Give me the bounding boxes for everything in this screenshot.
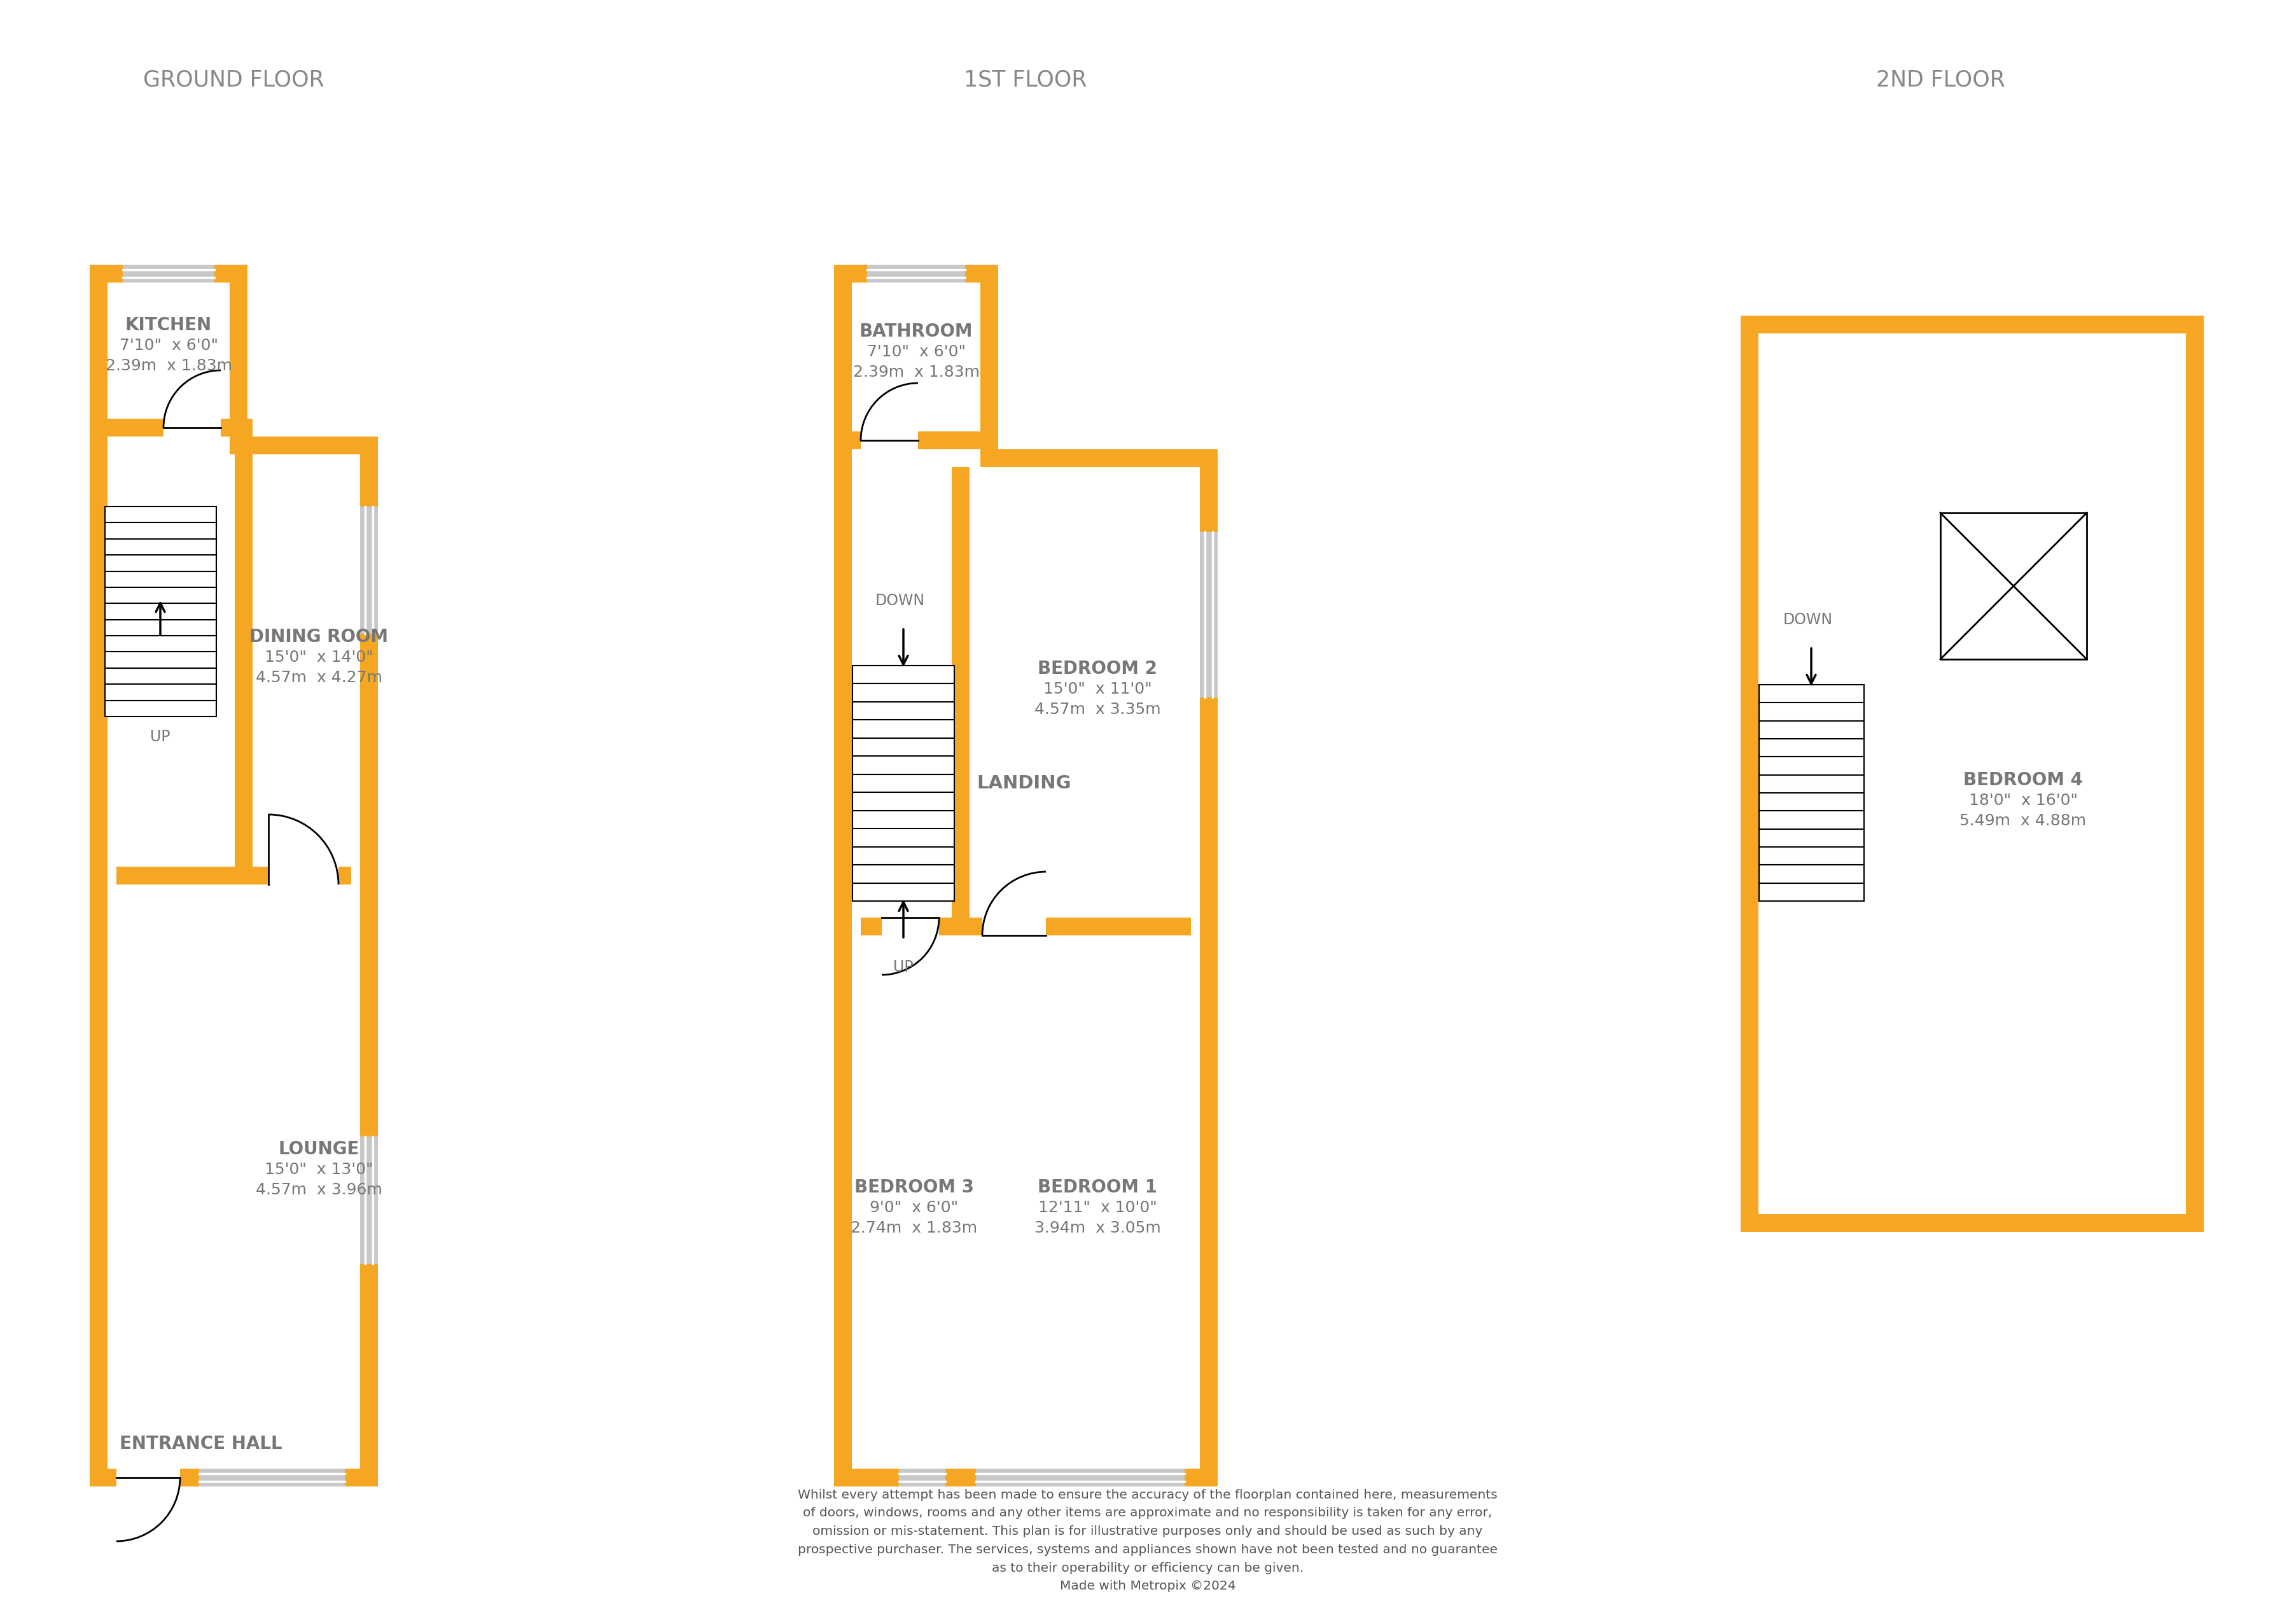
Text: 4.57m  x 3.35m: 4.57m x 3.35m (1033, 701, 1159, 717)
Text: 18'0"  x 16'0": 18'0" x 16'0" (1968, 792, 2078, 809)
Bar (953, 467, 969, 927)
Bar (1940, 512, 2087, 660)
Text: BATHROOM: BATHROOM (859, 323, 974, 341)
Bar (882, 917, 939, 935)
Text: 7'10"  x 6'0": 7'10" x 6'0" (119, 338, 218, 354)
Text: DOWN: DOWN (875, 592, 925, 608)
Text: 4.57m  x 3.96m: 4.57m x 3.96m (255, 1182, 381, 1198)
Bar (117, 1468, 179, 1486)
Text: 4.57m  x 4.27m: 4.57m x 4.27m (255, 671, 381, 685)
Text: 12'11"  x 10'0": 12'11" x 10'0" (1038, 1201, 1157, 1215)
Bar (1768, 333, 2177, 1214)
Bar (230, 264, 248, 437)
Bar (99, 419, 239, 437)
Text: 1ST FLOOR: 1ST FLOOR (964, 69, 1086, 91)
Bar (90, 264, 108, 437)
Bar (269, 866, 338, 884)
Bar (1750, 1214, 2195, 1231)
Text: DINING ROOM: DINING ROOM (250, 628, 388, 645)
Bar (99, 1468, 370, 1486)
Bar (1201, 532, 1217, 698)
Text: 2.39m  x 1.83m: 2.39m x 1.83m (106, 359, 232, 373)
Bar (117, 282, 220, 419)
Text: LANDING: LANDING (976, 775, 1070, 792)
Bar (852, 666, 955, 901)
Text: BEDROOM 1: BEDROOM 1 (1038, 1178, 1157, 1196)
Text: 9'0"  x 6'0": 9'0" x 6'0" (870, 1201, 957, 1215)
Bar (833, 264, 852, 450)
Bar (360, 1137, 379, 1263)
Text: 7'10"  x 6'0": 7'10" x 6'0" (868, 344, 964, 360)
Text: BEDROOM 2: BEDROOM 2 (1038, 660, 1157, 677)
Bar (861, 467, 1192, 1468)
Text: KITCHEN: KITCHEN (126, 317, 211, 335)
Bar (106, 506, 216, 717)
Text: 2.74m  x 1.83m: 2.74m x 1.83m (852, 1220, 978, 1236)
Bar (861, 282, 971, 431)
Text: BEDROOM 4: BEDROOM 4 (1963, 772, 2082, 789)
Bar (90, 437, 108, 1486)
Bar (1201, 450, 1217, 1486)
Bar (1740, 315, 1759, 1231)
Text: 3.94m  x 3.05m: 3.94m x 3.05m (1033, 1220, 1162, 1236)
Text: Day & Co: Day & Co (863, 807, 1189, 868)
Bar (1750, 315, 2195, 333)
Bar (1759, 685, 1864, 901)
Bar (122, 264, 214, 282)
Text: 2ND FLOOR: 2ND FLOOR (1876, 69, 2004, 91)
Bar (843, 264, 990, 282)
Bar (980, 450, 1208, 467)
Text: DOWN: DOWN (1784, 612, 1832, 628)
Bar (833, 450, 852, 1486)
Text: UP: UP (149, 728, 170, 744)
Bar (163, 419, 220, 437)
Bar (843, 431, 990, 450)
Bar (200, 1468, 344, 1486)
Bar (360, 437, 379, 1486)
Bar (234, 419, 253, 884)
Bar (106, 506, 216, 717)
Text: Whilst every attempt has been made to ensure the accuracy of the floorplan conta: Whilst every attempt has been made to en… (797, 1489, 1497, 1593)
Bar (861, 431, 918, 450)
Bar (868, 264, 964, 282)
Bar (976, 1468, 1185, 1486)
Bar (852, 666, 955, 901)
Text: BEDROOM 3: BEDROOM 3 (854, 1178, 974, 1196)
Text: LOUNGE: LOUNGE (278, 1140, 358, 1158)
Bar (99, 264, 239, 282)
Bar (843, 1468, 1208, 1486)
Text: UP: UP (893, 959, 914, 975)
Bar (117, 455, 351, 1468)
Text: ENTRANCE HALL: ENTRANCE HALL (119, 1434, 282, 1452)
Text: GROUND FLOOR: GROUND FLOOR (142, 69, 324, 91)
Text: 15'0"  x 14'0": 15'0" x 14'0" (264, 650, 372, 664)
Bar (1940, 512, 2087, 660)
Text: 2.39m  x 1.83m: 2.39m x 1.83m (852, 365, 980, 379)
Bar (861, 917, 1192, 935)
Text: 15'0"  x 11'0": 15'0" x 11'0" (1042, 682, 1153, 696)
Text: 15'0"  x 13'0": 15'0" x 13'0" (264, 1162, 372, 1177)
Bar (1759, 685, 1864, 901)
Bar (360, 506, 379, 634)
Bar (230, 437, 370, 455)
Bar (983, 917, 1047, 935)
Bar (980, 264, 999, 450)
Bar (900, 1468, 946, 1486)
Text: 5.49m  x 4.88m: 5.49m x 4.88m (1961, 813, 2087, 828)
Bar (117, 866, 351, 884)
Bar (2186, 315, 2204, 1231)
